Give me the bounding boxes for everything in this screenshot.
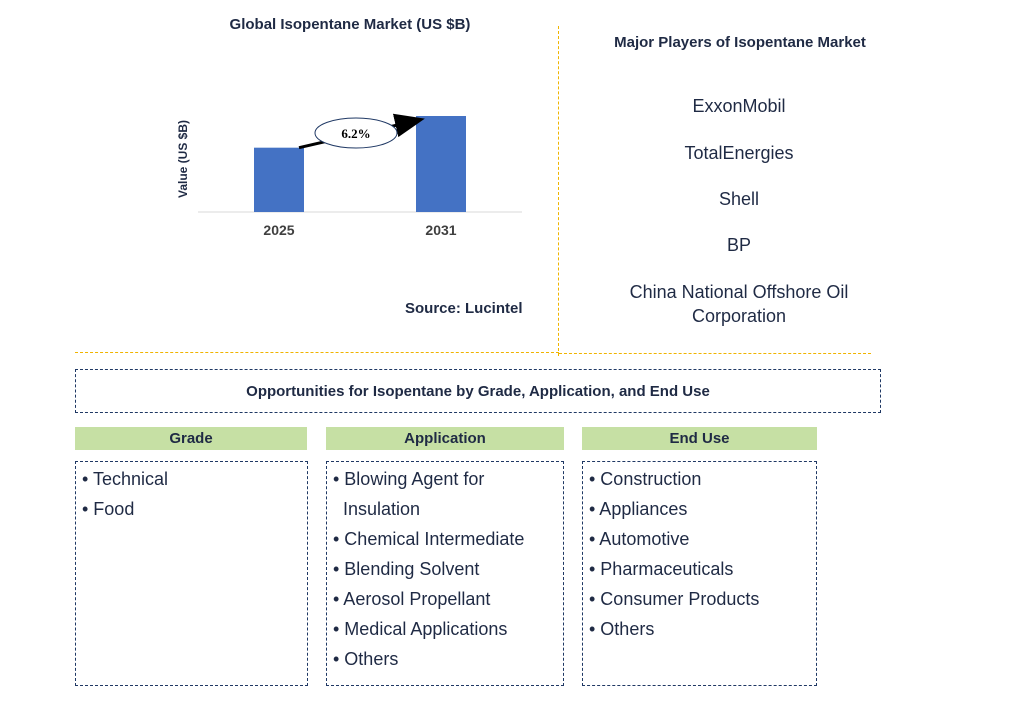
players-title: Major Players of Isopentane Market bbox=[614, 34, 866, 51]
grade-list-box: • Technical • Food bbox=[75, 461, 308, 686]
player-totalenergies: TotalEnergies bbox=[684, 143, 794, 163]
vertical-divider bbox=[558, 26, 559, 356]
bar-chart: 6.2% 2025 2031 bbox=[198, 113, 522, 238]
opportunities-title-text: Opportunities for Isopentane by Grade, A… bbox=[246, 382, 710, 400]
player-shell: Shell bbox=[718, 189, 760, 209]
grade-header: Grade bbox=[75, 427, 307, 450]
end-use-item: • Consumer Products bbox=[589, 589, 760, 609]
bar-2031 bbox=[416, 116, 466, 212]
application-list-box: • Blowing Agent for Insulation • Chemica… bbox=[326, 461, 564, 686]
end-use-item: • Others bbox=[589, 619, 655, 639]
opportunities-title: Opportunities for Isopentane by Grade, A… bbox=[75, 369, 881, 413]
application-item: • Medical Applications bbox=[333, 619, 508, 639]
end-use-item: • Pharmaceuticals bbox=[589, 559, 734, 579]
application-item: • Blending Solvent bbox=[333, 559, 480, 579]
chart-title: Global Isopentane Market (US $B) bbox=[229, 16, 471, 33]
player-cnooc: China National Offshore Oil Corporation bbox=[629, 282, 849, 326]
application-item: • Blowing Agent for bbox=[333, 469, 485, 489]
end-use-item: • Appliances bbox=[589, 499, 688, 519]
grade-item: • Food bbox=[82, 499, 135, 519]
application-item: Insulation bbox=[333, 499, 421, 519]
source-note: Source: Lucintel bbox=[405, 300, 523, 317]
end-use-list-box: • Construction • Appliances • Automotive… bbox=[582, 461, 817, 686]
horizontal-divider-left bbox=[75, 352, 559, 353]
application-item: • Chemical Intermediate bbox=[333, 529, 525, 549]
application-header: Application bbox=[326, 427, 564, 450]
end-use-item: • Automotive bbox=[589, 529, 690, 549]
application-item: • Others bbox=[333, 649, 399, 669]
grade-item: • Technical bbox=[82, 469, 169, 489]
end-use-header: End Use bbox=[582, 427, 817, 450]
horizontal-divider-right bbox=[559, 353, 871, 354]
cagr-ellipse bbox=[314, 117, 398, 149]
application-item: • Aerosol Propellant bbox=[333, 589, 491, 609]
cagr-label: 6.2% bbox=[341, 126, 370, 141]
end-use-item: • Construction bbox=[589, 469, 702, 489]
x-tick-label: 2025 bbox=[263, 222, 294, 238]
player-bp: BP bbox=[726, 235, 751, 255]
bar-2025 bbox=[254, 147, 304, 212]
x-tick-label: 2031 bbox=[425, 222, 456, 238]
player-exxonmobil: ExxonMobil bbox=[692, 96, 786, 116]
